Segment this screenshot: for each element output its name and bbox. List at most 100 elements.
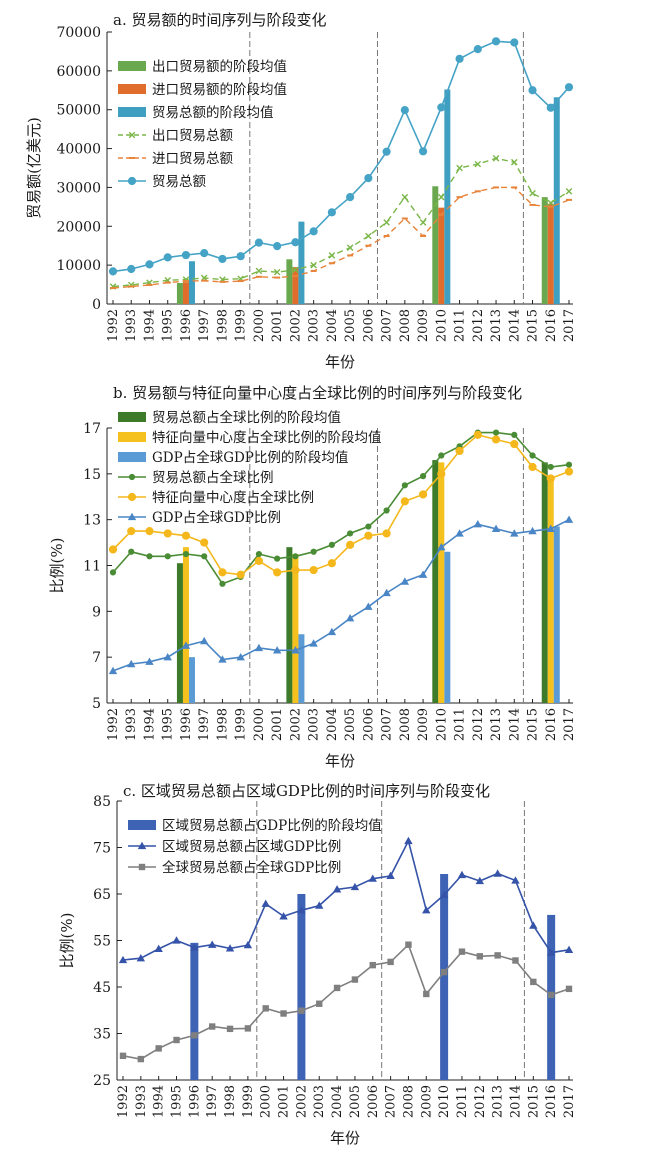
point-0-2009 xyxy=(422,906,431,914)
x-tick-label: 2003 xyxy=(312,1085,327,1118)
x-tick-label: 1993 xyxy=(124,309,139,342)
x-tick-label: 2016 xyxy=(544,708,559,741)
legend-swatch-bar-2 xyxy=(118,107,146,117)
point-0-2003 xyxy=(310,261,317,269)
y-tick-label: 50000 xyxy=(56,103,101,119)
point-1-2016 xyxy=(547,991,555,999)
x-tick-label: 2004 xyxy=(325,309,340,342)
bar-0-2016 xyxy=(541,197,548,304)
legend-label: 出口贸易额的阶段均值 xyxy=(152,59,287,75)
x-tick-label: 2000 xyxy=(252,708,267,741)
x-tick-label: 2015 xyxy=(526,708,541,741)
x-tick-label: 1992 xyxy=(106,708,121,741)
point-2-2001 xyxy=(273,242,282,251)
point-2-1999 xyxy=(236,652,245,661)
x-tick-label: 2010 xyxy=(434,708,449,741)
point-1-2006 xyxy=(364,531,373,540)
point-0-2004 xyxy=(328,541,335,548)
y-tick-label: 75 xyxy=(93,841,111,857)
x-tick-label: 2006 xyxy=(361,708,376,741)
y-tick-label: 30000 xyxy=(56,180,101,196)
point-1-2013 xyxy=(491,435,501,444)
legend-label: 区域贸易总额占区域GDP比例 xyxy=(162,839,341,855)
point-2-2005 xyxy=(346,193,355,202)
point-1-2008 xyxy=(400,497,409,506)
x-tick-label: 2006 xyxy=(361,309,376,342)
point-2-1996 xyxy=(181,641,191,649)
legend-label: 进口贸易总额 xyxy=(152,151,233,167)
point-0-2007 xyxy=(386,871,395,880)
x-tick-label: 2017 xyxy=(562,1085,577,1118)
x-tick-label: 2007 xyxy=(380,309,395,342)
x-tick-label: 2011 xyxy=(453,309,468,342)
point-2-2005 xyxy=(345,614,355,622)
point-2-2015 xyxy=(528,86,537,95)
bar-1-2002 xyxy=(292,554,299,703)
point-1-2006 xyxy=(369,961,376,969)
point-0-1994 xyxy=(146,553,153,560)
legend-label: 区域贸易总额占GDP比例的阶段均值 xyxy=(162,818,382,834)
point-2-2012 xyxy=(473,44,482,54)
y-tick-label: 17 xyxy=(83,421,101,437)
legend-marker-1 xyxy=(127,492,137,502)
point-0-1995 xyxy=(172,936,181,944)
point-2-2016 xyxy=(546,524,555,532)
chart-title: b. 贸易额与特征向量中心度占全球比例的时间序列与阶段变化 xyxy=(113,384,522,402)
point-2-2011 xyxy=(455,529,464,537)
point-0-1999 xyxy=(243,940,253,949)
x-tick-label: 1994 xyxy=(152,1085,167,1118)
point-1-2004 xyxy=(327,559,336,568)
point-2-2007 xyxy=(382,588,391,597)
series-line-1 xyxy=(112,186,570,289)
point-2-2008 xyxy=(400,577,410,585)
point-2-2003 xyxy=(309,227,318,236)
bar-0-1996 xyxy=(190,942,199,1080)
point-1-2012 xyxy=(473,430,482,439)
x-tick-label: 1993 xyxy=(124,708,139,741)
legend-marker-0 xyxy=(137,841,147,850)
legend-marker-0 xyxy=(128,473,136,481)
point-0-2005 xyxy=(350,882,360,891)
x-tick-label: 2017 xyxy=(562,309,577,342)
point-2-2016 xyxy=(546,103,555,112)
x-tick-label: 1996 xyxy=(179,309,194,342)
bar-1-2010 xyxy=(438,207,445,304)
legend-swatch-bar-1 xyxy=(118,84,146,94)
point-1-2009 xyxy=(423,990,430,998)
point-1-1993 xyxy=(137,1055,145,1063)
point-2-2015 xyxy=(528,526,537,535)
series-line-0 xyxy=(112,157,570,288)
bar-0-1996 xyxy=(176,563,183,703)
point-0-2001 xyxy=(273,268,281,276)
x-tick-label: 1994 xyxy=(142,309,157,342)
point-2-2014 xyxy=(510,529,519,537)
point-0-1997 xyxy=(208,940,217,948)
point-2-2010 xyxy=(437,103,446,112)
point-0-2004 xyxy=(328,252,336,259)
legend-label: 贸易总额占全球比例的阶段均值 xyxy=(152,409,341,426)
x-tick-label: 2010 xyxy=(437,1085,452,1118)
x-tick-label: 2005 xyxy=(343,309,358,342)
bar-1-1996 xyxy=(182,282,189,304)
x-tick-label: 1992 xyxy=(116,1085,131,1118)
point-0-2002 xyxy=(292,553,299,560)
x-tick-label: 2011 xyxy=(453,708,468,741)
bar-0-1996 xyxy=(176,283,183,304)
x-tick-label: 2007 xyxy=(380,708,395,741)
x-tick-label: 1996 xyxy=(187,1085,202,1118)
point-1-2004 xyxy=(333,984,341,992)
point-2-1996 xyxy=(181,250,191,260)
bar-0-2002 xyxy=(286,259,293,304)
x-tick-label: 2002 xyxy=(288,708,303,741)
y-tick-label: 60000 xyxy=(56,64,101,80)
x-tick-label: 2012 xyxy=(471,708,486,741)
point-0-1996 xyxy=(190,943,199,951)
x-tick-label: 2001 xyxy=(277,1085,292,1118)
point-0-2005 xyxy=(346,244,354,251)
y-tick-label: 85 xyxy=(93,794,111,810)
point-2-2002 xyxy=(291,238,300,247)
point-0-1992 xyxy=(118,955,128,964)
bar-2-2002 xyxy=(298,221,305,304)
x-tick-label: 2014 xyxy=(507,708,522,741)
